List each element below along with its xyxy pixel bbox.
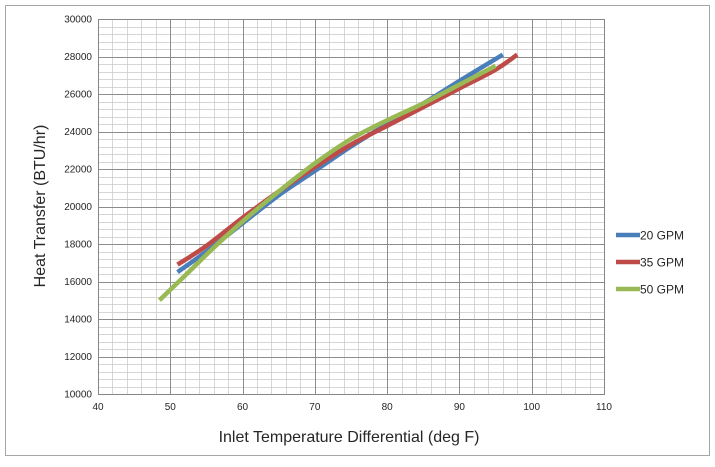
y-tick-label: 10000 [64, 390, 92, 401]
series-line-50-gpm [157, 63, 497, 302]
y-tick-label: 26000 [64, 90, 92, 101]
y-tick-label: 24000 [64, 127, 92, 138]
y-tick-label: 18000 [64, 240, 92, 251]
legend-item-50-gpm: 50 GPM [616, 283, 684, 297]
y-tick-label: 12000 [64, 352, 92, 363]
legend-label: 20 GPM [640, 229, 684, 243]
x-axis-title: Inlet Temperature Differential (deg F) [219, 429, 480, 446]
axis-layer: 40 50 60 70 80 90 100 110 10000 12000 14000 16000 18… [64, 15, 612, 414]
y-tick-label: 14000 [64, 315, 92, 326]
y-tick-label: 16000 [64, 277, 92, 288]
x-tick-label: 80 [382, 402, 394, 413]
x-tick-label: 70 [309, 402, 321, 413]
x-tick-label: 60 [237, 402, 249, 413]
series-layer [157, 52, 519, 302]
legend-item-35-gpm: 35 GPM [616, 256, 684, 270]
y-tick-label: 20000 [64, 202, 92, 213]
legend-label: 50 GPM [640, 283, 684, 297]
y-tick-label: 30000 [64, 15, 92, 26]
x-tick-label: 40 [92, 402, 104, 413]
y-axis-title: Heat Transfer (BTU/hr) [32, 125, 49, 288]
x-tick-label: 50 [165, 402, 177, 413]
plot-border [98, 19, 605, 395]
legend-item-20-gpm: 20 GPM [616, 229, 684, 243]
y-tick-label: 22000 [64, 165, 92, 176]
plot-area [98, 19, 604, 394]
grid-layer [98, 19, 605, 395]
legend-label: 35 GPM [640, 256, 684, 270]
x-tick-label: 110 [596, 402, 612, 413]
x-tick-label: 100 [523, 402, 540, 413]
y-tick-label: 28000 [64, 52, 92, 63]
x-tick-label: 90 [454, 402, 466, 413]
legend: 20 GPM 35 GPM 50 GPM [616, 229, 684, 297]
series-line-35-gpm [176, 52, 519, 267]
